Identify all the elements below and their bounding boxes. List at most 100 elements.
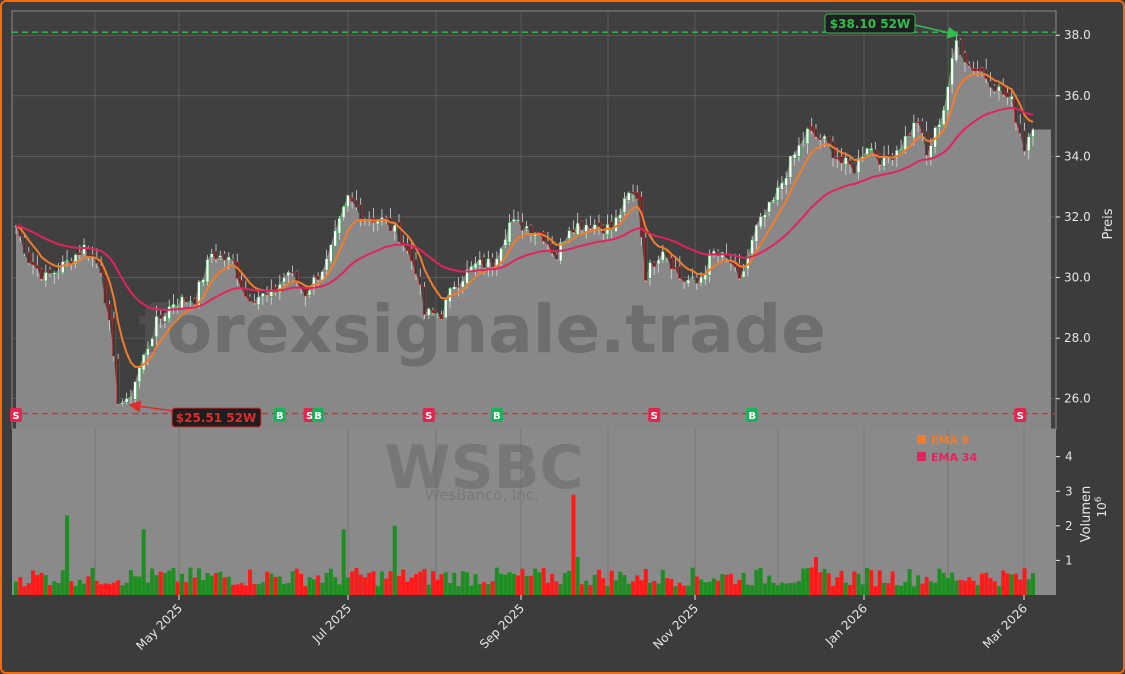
volume-bar (699, 579, 704, 595)
volume-bar (333, 577, 338, 595)
candle (690, 276, 695, 278)
candle (324, 258, 329, 271)
candle (295, 271, 299, 284)
candle (388, 217, 393, 232)
volume-bar (788, 582, 793, 595)
volume-bar (158, 571, 163, 595)
volume-bar (703, 582, 708, 595)
candle (218, 255, 222, 258)
volume-bar (1005, 573, 1010, 595)
candle (316, 276, 320, 280)
candle (571, 229, 576, 233)
candle (146, 348, 150, 356)
volume-bar (337, 584, 342, 595)
volume-bar (831, 585, 836, 595)
volume-bar (154, 575, 159, 595)
candle (503, 239, 508, 246)
volume-bar (818, 572, 823, 595)
volume-bar (120, 585, 125, 595)
candles (14, 35, 1035, 407)
price-tick-label: 34.0 (1064, 149, 1091, 163)
candle (627, 192, 631, 201)
signal-label: S (425, 411, 432, 422)
volume-panel (12, 429, 1056, 595)
candle (333, 230, 337, 247)
volume-bar (550, 574, 555, 595)
candle (771, 199, 776, 202)
buy-signal: B (312, 408, 325, 422)
candle (737, 263, 742, 279)
candle (193, 298, 197, 305)
candle (1027, 136, 1031, 152)
time-tick-label: May 2025 (133, 601, 185, 653)
volume-bar (141, 529, 146, 595)
volume-bar (231, 584, 236, 595)
ticker-watermark: WSBC (384, 433, 583, 503)
candle (759, 216, 763, 228)
signal-box (490, 408, 503, 422)
volume-bar (256, 584, 261, 595)
candle (473, 262, 478, 269)
candle (61, 261, 65, 274)
volume-bar (801, 568, 806, 595)
candle (56, 271, 61, 273)
candle (359, 204, 363, 220)
volume-bar (133, 576, 138, 595)
volume-tick-label: 3 (1065, 484, 1073, 498)
volume-bars (14, 494, 1035, 595)
volume-bar (558, 584, 563, 595)
time-tick-label: Nov 2025 (650, 601, 701, 652)
candle (431, 310, 435, 313)
volume-bar (635, 575, 640, 595)
volume-bar (201, 580, 206, 595)
candle (452, 286, 456, 290)
volume-bar (694, 576, 699, 595)
candle (822, 135, 827, 140)
candle (622, 197, 627, 213)
volume-bar (205, 573, 210, 595)
candle (329, 244, 333, 263)
candle (567, 230, 571, 239)
volume-bar (779, 582, 784, 595)
candle (1005, 92, 1010, 98)
volume-bar (486, 584, 491, 595)
buy-signal: B (273, 408, 286, 422)
candle (780, 182, 784, 190)
candle (99, 265, 103, 274)
watermark: forexsignale.trade (138, 291, 826, 368)
candle (793, 153, 797, 159)
volume-bar (579, 584, 584, 595)
volume-bar (584, 580, 589, 595)
sell-signal: S (10, 408, 22, 422)
volume-bar (422, 568, 427, 595)
candle (818, 138, 822, 140)
volume-bar (520, 568, 525, 595)
signal-label: S (651, 411, 658, 422)
volume-bar (916, 575, 921, 595)
volume-bar (73, 585, 78, 595)
volume-bar (1018, 579, 1023, 595)
candle (171, 303, 176, 308)
signal-label: S (306, 411, 313, 422)
volume-bar (754, 569, 759, 595)
volume-bar (448, 583, 453, 595)
volume-bar (392, 525, 397, 595)
low-52w-text: $25.51 52W (176, 411, 256, 425)
candle (963, 52, 967, 63)
candle (290, 271, 295, 274)
candle (741, 270, 746, 278)
volume-exponent-power: 6 (1094, 496, 1104, 502)
volume-bar (992, 581, 997, 595)
candle (205, 259, 210, 283)
signal-box (648, 408, 661, 422)
volume-bar (979, 573, 984, 595)
candle (73, 254, 78, 265)
volume-axis-label: Volumen (1079, 486, 1094, 543)
candle (461, 280, 465, 288)
volume-bar (345, 577, 350, 595)
signal-box (273, 408, 286, 422)
volume-bar (711, 578, 716, 595)
volume-bar (511, 573, 516, 595)
candle (150, 338, 154, 347)
volume-bar (418, 571, 423, 595)
